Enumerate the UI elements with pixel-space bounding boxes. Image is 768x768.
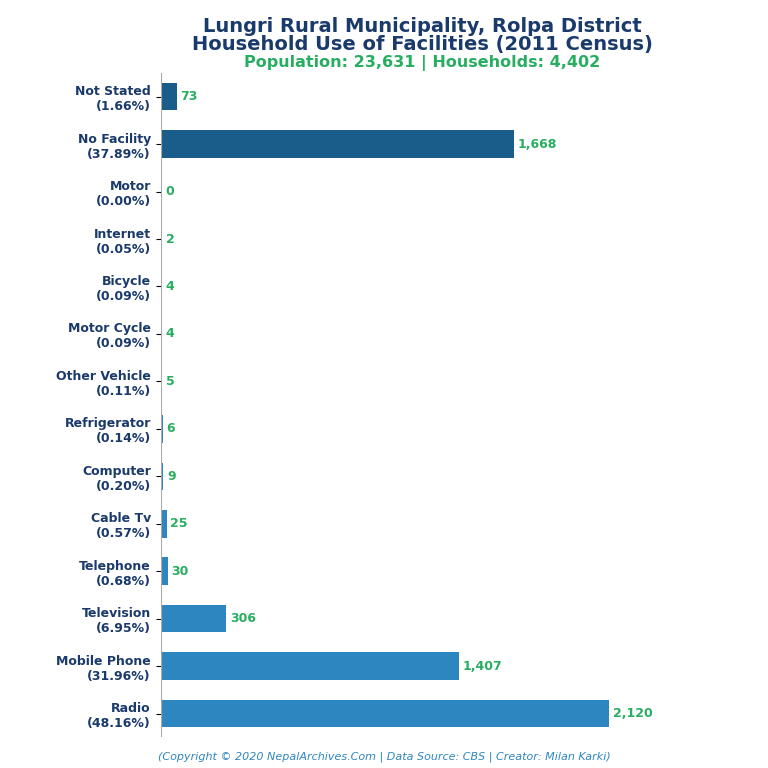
Text: 4: 4 bbox=[166, 327, 174, 340]
Text: 30: 30 bbox=[171, 564, 189, 578]
Text: (Copyright © 2020 NepalArchives.Com | Data Source: CBS | Creator: Milan Karki): (Copyright © 2020 NepalArchives.Com | Da… bbox=[157, 751, 611, 762]
Text: 5: 5 bbox=[166, 375, 175, 388]
Text: 4: 4 bbox=[166, 280, 174, 293]
Text: 2: 2 bbox=[166, 233, 174, 246]
Text: 306: 306 bbox=[230, 612, 256, 625]
Text: 0: 0 bbox=[165, 185, 174, 198]
Bar bbox=[161, 131, 514, 158]
Bar bbox=[161, 510, 167, 538]
Bar bbox=[161, 415, 163, 442]
Bar bbox=[161, 368, 162, 396]
Text: 2,120: 2,120 bbox=[613, 707, 653, 720]
Text: 1,407: 1,407 bbox=[462, 660, 502, 673]
Text: Lungri Rural Municipality, Rolpa District: Lungri Rural Municipality, Rolpa Distric… bbox=[203, 17, 642, 36]
Text: 1,668: 1,668 bbox=[518, 137, 557, 151]
Bar bbox=[161, 558, 167, 585]
Bar bbox=[161, 273, 162, 300]
Bar bbox=[161, 605, 226, 632]
Text: Household Use of Facilities (2011 Census): Household Use of Facilities (2011 Census… bbox=[192, 35, 653, 54]
Text: 6: 6 bbox=[167, 422, 175, 435]
Text: 25: 25 bbox=[170, 518, 188, 530]
Bar bbox=[161, 320, 162, 348]
Text: 73: 73 bbox=[180, 90, 198, 103]
Text: Population: 23,631 | Households: 4,402: Population: 23,631 | Households: 4,402 bbox=[244, 55, 601, 71]
Bar bbox=[161, 462, 163, 490]
Bar bbox=[161, 83, 177, 111]
Bar bbox=[161, 652, 458, 680]
Bar bbox=[161, 700, 609, 727]
Text: 9: 9 bbox=[167, 470, 176, 483]
